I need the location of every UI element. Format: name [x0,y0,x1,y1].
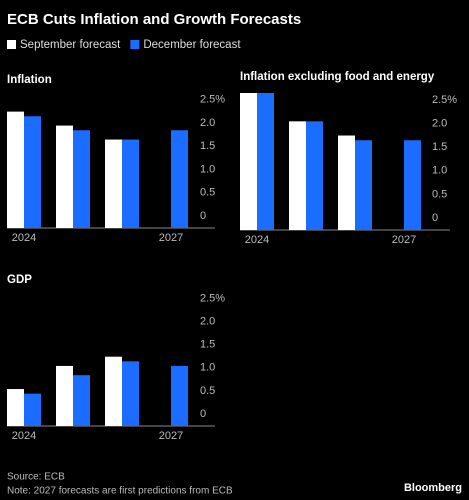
x-tick-label: 2027 [159,232,183,244]
y-tick-label: 0 [200,210,206,222]
bar [105,356,122,426]
y-tick-label: 1.5 [200,140,215,152]
y-tick-label: 2.5% [200,94,225,106]
y-tick-label: 2.5% [200,292,225,304]
y-tick-label: 0.5 [200,187,215,199]
bar [7,111,24,228]
bar [7,389,24,426]
y-tick-label: 0 [200,408,206,420]
y-tick-label: 1.0 [200,362,215,374]
panel-title: GDP [7,274,32,286]
y-tick-label: 2.0 [200,315,215,327]
bar [257,93,274,230]
y-tick-label: 1.0 [432,165,447,177]
bar [73,375,90,426]
y-tick-label: 1.0 [200,163,215,175]
note: Note: 2027 forecasts are first predictio… [7,486,233,497]
panel-title: Inflation excluding food and energy [240,71,435,83]
bar [355,140,372,230]
bar [122,139,139,228]
bar [240,93,257,230]
bar [171,130,188,228]
bar [306,121,323,230]
bar [105,139,122,228]
y-tick-label: 0.5 [200,385,215,397]
bar [122,361,139,426]
bar [24,393,41,426]
bar [404,140,421,230]
x-tick-label: 2024 [245,234,269,246]
legend-swatch [7,40,16,49]
legend-swatch [130,40,140,49]
bar [73,130,90,228]
y-tick-label: 2.0 [432,117,447,129]
y-tick-label: 0.5 [432,188,447,200]
source: Source: ECB [7,472,65,483]
y-tick-label: 1.5 [200,339,215,351]
legend-label: December forecast [143,39,241,51]
bar [289,121,306,230]
y-tick-label: 1.5 [432,141,447,153]
x-tick-label: 2027 [159,430,183,442]
y-tick-label: 2.5% [432,94,457,106]
x-tick-label: 2027 [392,234,416,246]
chart-title: ECB Cuts Inflation and Growth Forecasts [7,11,301,28]
bar [56,365,73,426]
panel-title: Inflation [7,74,52,86]
x-tick-label: 2024 [12,232,36,244]
brand: Bloomberg [404,482,462,494]
y-tick-label: 2.0 [200,117,215,129]
bar [24,116,41,228]
legend-label: September forecast [20,39,121,51]
y-tick-label: 0 [432,212,438,224]
bar [338,135,355,230]
x-tick-label: 2024 [12,430,36,442]
bar [171,365,188,426]
bar [56,125,73,228]
